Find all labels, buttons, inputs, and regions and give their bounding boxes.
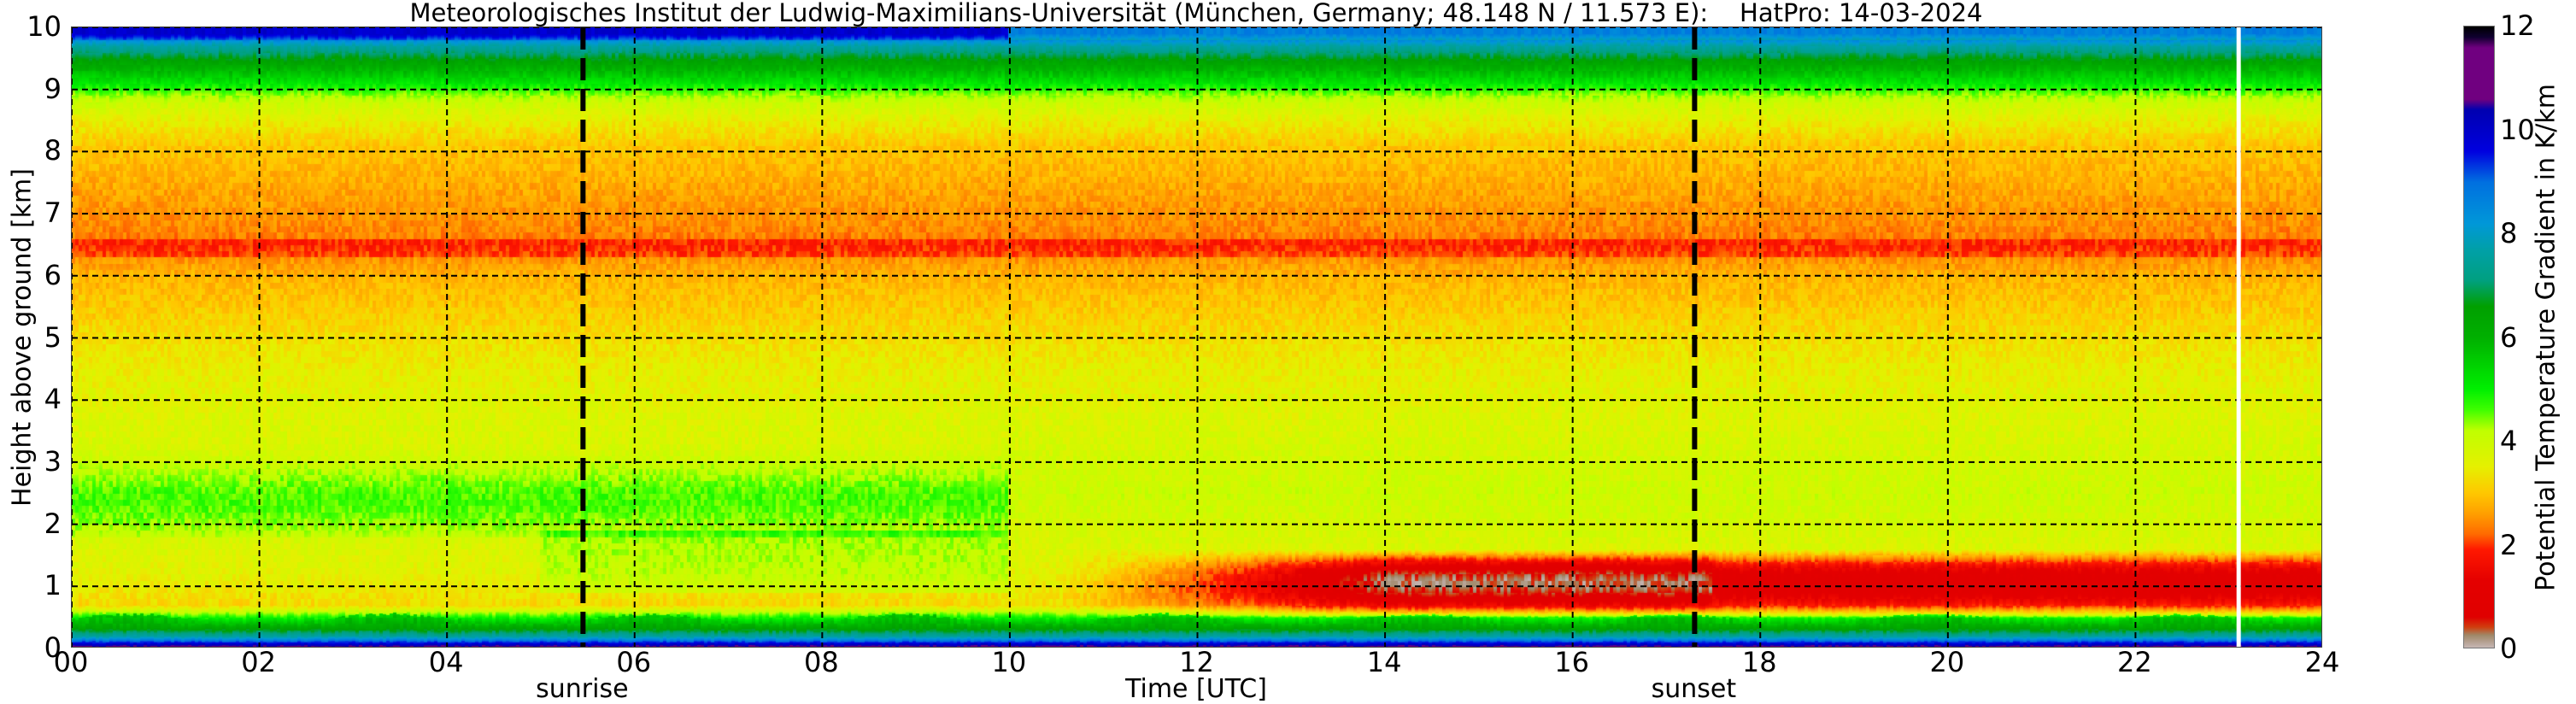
colorbar-tick-label: 8 <box>2500 217 2518 249</box>
x-tick-label: 06 <box>616 646 652 678</box>
x-tick-label: 14 <box>1366 646 1402 678</box>
y-tick-label: 1 <box>44 569 62 602</box>
sunrise-label: sunrise <box>536 674 629 704</box>
x-axis-label: Time [UTC] <box>1125 674 1267 704</box>
colorbar <box>2463 26 2495 648</box>
colorbar-tick-label: 2 <box>2500 528 2518 561</box>
y-tick-label: 8 <box>44 134 62 167</box>
colorbar-tick-label: 0 <box>2500 632 2518 665</box>
y-tick-label: 2 <box>44 507 62 540</box>
colorbar-tick-label: 6 <box>2500 320 2518 354</box>
y-tick-label: 6 <box>44 258 62 291</box>
colorbar-tick-label: 4 <box>2500 425 2518 457</box>
y-tick-label: 0 <box>44 631 62 664</box>
y-tick-label: 7 <box>44 197 62 230</box>
x-tick-label: 16 <box>1554 646 1590 678</box>
y-tick-label: 5 <box>44 320 62 354</box>
x-tick-label: 08 <box>803 646 839 678</box>
sunset-label: sunset <box>1651 674 1737 704</box>
x-tick-label: 24 <box>2304 646 2340 678</box>
x-tick-label: 18 <box>1741 646 1777 678</box>
heatmap-plot-area <box>71 26 2322 648</box>
x-tick-label: 04 <box>428 646 464 678</box>
y-tick-label: 4 <box>44 383 62 416</box>
colorbar-tick-label: 12 <box>2500 9 2535 42</box>
x-tick-label: 10 <box>991 646 1027 678</box>
x-tick-label: 20 <box>1929 646 1965 678</box>
colorbar-tick-label: 10 <box>2500 113 2535 146</box>
x-tick-label: 02 <box>241 646 276 678</box>
grid-overlay <box>72 27 2321 647</box>
y-axis-label: Height above ground [km] <box>7 168 38 507</box>
y-tick-label: 3 <box>44 444 62 478</box>
chart-title: Meteorologisches Institut der Ludwig-Max… <box>409 0 1983 27</box>
x-tick-label: 12 <box>1179 646 1214 678</box>
colorbar-label: Potential Temperature Gradient in K/km <box>2531 84 2561 591</box>
y-tick-label: 10 <box>26 10 62 43</box>
x-tick-label: 00 <box>53 646 89 678</box>
x-tick-label: 22 <box>2117 646 2152 678</box>
y-tick-label: 9 <box>44 72 62 105</box>
